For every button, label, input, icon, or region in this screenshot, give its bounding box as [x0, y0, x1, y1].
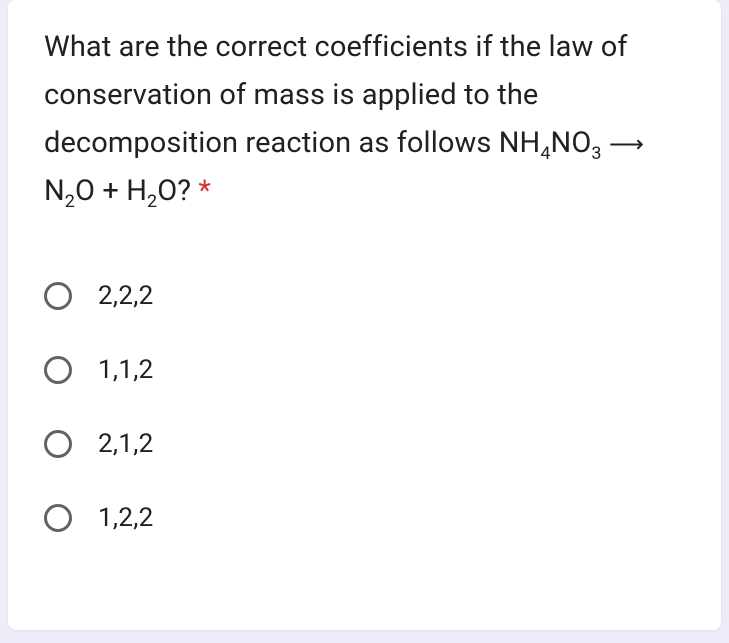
- question-card: What are the correct coefficients if the…: [8, 0, 721, 630]
- options-group: 2,2,2 1,1,2 2,1,2 1,2,2: [44, 259, 685, 555]
- radio-icon[interactable]: [44, 282, 72, 310]
- q-sub1: 4: [540, 142, 550, 163]
- required-asterisk: *: [198, 174, 211, 208]
- option-2[interactable]: 2,1,2: [44, 407, 685, 481]
- option-label: 1,1,2: [98, 355, 154, 385]
- option-0[interactable]: 2,2,2: [44, 259, 685, 333]
- question-text: What are the correct coefficients if the…: [44, 24, 685, 215]
- q-sub4: 2: [147, 190, 157, 211]
- option-label: 2,1,2: [98, 429, 154, 459]
- radio-icon[interactable]: [44, 504, 72, 532]
- q-suffix: O?: [157, 174, 191, 208]
- radio-icon[interactable]: [44, 356, 72, 384]
- option-label: 1,2,2: [98, 503, 154, 533]
- option-1[interactable]: 1,1,2: [44, 333, 685, 407]
- option-label: 2,2,2: [98, 281, 154, 311]
- q-mid2: [602, 126, 609, 160]
- q-mid4: O + H: [75, 174, 147, 208]
- option-3[interactable]: 1,2,2: [44, 481, 685, 555]
- q-sub3: 2: [65, 190, 75, 211]
- q-prefix: What are the correct coefficients if the…: [44, 30, 628, 160]
- q-sub2: 3: [591, 142, 601, 163]
- q-mid3: N: [44, 174, 65, 208]
- arrow-icon: ⟶: [609, 130, 644, 159]
- q-mid1: NO: [551, 126, 592, 160]
- radio-icon[interactable]: [44, 430, 72, 458]
